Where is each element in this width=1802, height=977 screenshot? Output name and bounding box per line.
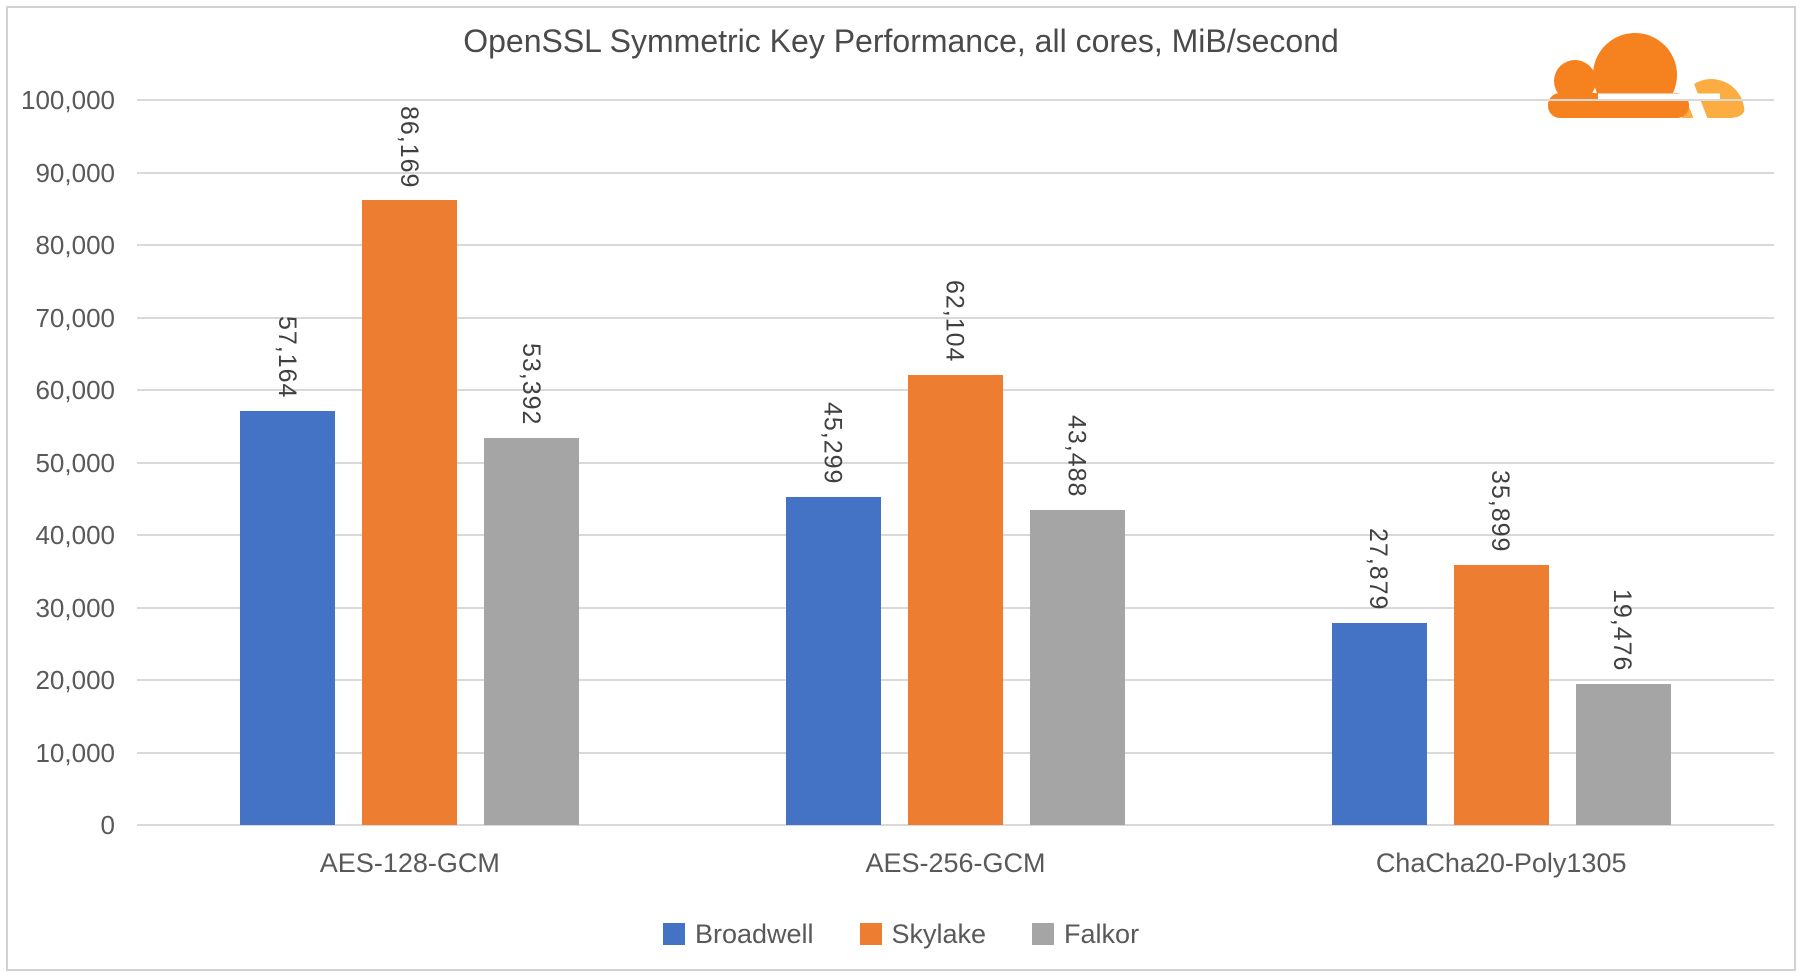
- legend-swatch-icon: [1032, 923, 1055, 945]
- y-axis-tick-label: 100,000: [21, 85, 115, 115]
- y-axis-tick-label: 0: [100, 810, 115, 840]
- legend-label: Falkor: [1064, 918, 1140, 949]
- cloudflare-logo-icon: [1548, 33, 1745, 124]
- chart-title: OpenSSL Symmetric Key Performance, all c…: [463, 23, 1339, 59]
- bar-falkor-aes-128-gcm: [484, 437, 580, 825]
- bar-value-label: 53,392: [516, 343, 545, 426]
- legend-swatch-icon: [859, 923, 882, 945]
- bar-value-label: 86,169: [394, 105, 423, 189]
- y-axis-tick-label: 60,000: [35, 375, 115, 405]
- bar-value-label: 19,476: [1608, 589, 1637, 672]
- x-axis-category-label: ChaCha20-Poly1305: [1375, 848, 1627, 878]
- bar-value-label: 27,879: [1364, 528, 1393, 611]
- legend-label: Broadwell: [694, 918, 814, 949]
- bar-value-label: 62,104: [940, 280, 969, 363]
- y-axis-tick-label: 30,000: [35, 592, 115, 623]
- bar-falkor-aes-256-gcm: [1030, 509, 1125, 825]
- y-axis-tick-label: 20,000: [35, 665, 115, 695]
- gridline: [137, 171, 1774, 174]
- bar-skylake-aes-128-gcm: [362, 200, 458, 825]
- gridline: [137, 99, 1774, 101]
- legend-label: Skylake: [891, 918, 987, 949]
- legend-item-skylake: Skylake: [859, 918, 987, 950]
- bar-broadwell-chacha20-poly1305: [1331, 622, 1427, 825]
- y-axis-tick-label: 40,000: [35, 520, 115, 550]
- bar-broadwell-aes-128-gcm: [240, 410, 336, 825]
- bar-broadwell-aes-256-gcm: [786, 496, 881, 825]
- bar-skylake-aes-256-gcm: [908, 374, 1003, 825]
- gridline: [137, 244, 1774, 246]
- legend-item-broadwell: Broadwell: [662, 918, 814, 950]
- bar-value-label: 57,164: [272, 316, 301, 399]
- y-axis-tick-label: 90,000: [35, 157, 115, 188]
- bar-value-label: 43,488: [1062, 415, 1091, 498]
- bar-falkor-chacha20-poly1305: [1575, 683, 1671, 825]
- gridline: [137, 316, 1774, 319]
- y-axis-tick-label: 10,000: [35, 737, 115, 768]
- x-axis-category-label: AES-128-GCM: [319, 848, 500, 878]
- legend: Broadwell Skylake Falkor: [0, 916, 1802, 952]
- y-axis-tick-label: 70,000: [35, 302, 115, 333]
- bar-value-label: 35,899: [1486, 470, 1515, 553]
- bar-skylake-chacha20-poly1305: [1453, 564, 1549, 825]
- gridline: [137, 824, 1774, 826]
- y-axis-tick-label: 50,000: [35, 447, 115, 478]
- bar-value-label: 45,299: [818, 402, 847, 485]
- x-axis-category-label: AES-256-GCM: [865, 848, 1046, 878]
- y-axis-tick-label: 80,000: [35, 230, 115, 260]
- legend-item-falkor: Falkor: [1032, 919, 1139, 950]
- legend-swatch-icon: [662, 923, 685, 945]
